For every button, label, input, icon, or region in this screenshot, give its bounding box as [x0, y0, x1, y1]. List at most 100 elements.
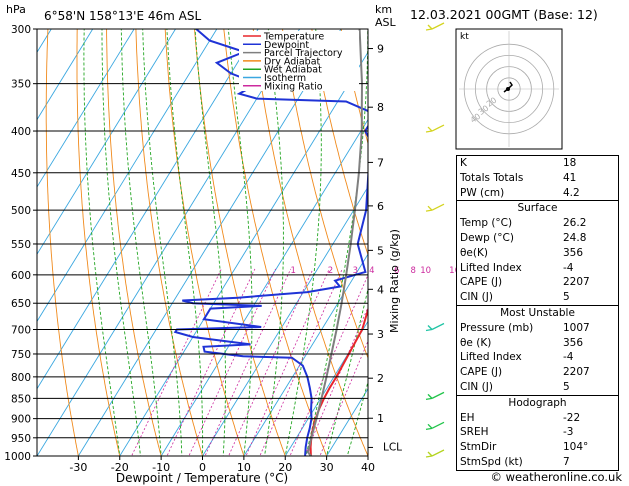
- surface-value: 26.2: [563, 217, 587, 230]
- plot-area: [37, 29, 368, 456]
- adiabats-and-isotherms: [37, 29, 368, 456]
- indices-table: K 18 Totals Totals 41 PW (cm) 4.2 Surface Tem…: [456, 155, 619, 471]
- dry-adiabat-line: [194, 29, 286, 456]
- isotherm-line: [37, 29, 218, 323]
- mixing-ratio-label: 1: [291, 266, 296, 276]
- wind-barb: [425, 203, 445, 212]
- dry-adiabat-line: [311, 29, 368, 256]
- hodograph-box-title: Hodograph: [508, 396, 567, 409]
- wet-adiabat-line: [346, 380, 368, 456]
- dry-adiabat-line: [164, 29, 245, 456]
- x-tick-label: 10: [237, 461, 251, 474]
- hodograph-index-key: StmDir: [460, 441, 497, 454]
- mixing-ratio-label: 10: [420, 266, 431, 276]
- mixing-ratio-label: 16: [449, 266, 460, 276]
- surface-title: Surface: [517, 202, 558, 215]
- most-unstable-row: Pressure (mb) 1007: [457, 321, 618, 336]
- km-tick-label: 8: [377, 101, 384, 114]
- copyright-text: © weatheronline.co.uk: [490, 470, 622, 484]
- pressure-tick-label: 300: [11, 24, 31, 36]
- most-unstable-value: 5: [563, 380, 570, 393]
- isotherm-line: [37, 29, 177, 256]
- mixing-ratio-line: [166, 268, 256, 456]
- wet-adiabat-line: [120, 29, 162, 456]
- wind-barb: [425, 449, 445, 458]
- most-unstable-key: CIN (J): [460, 380, 493, 393]
- most-unstable-key: Pressure (mb): [460, 321, 534, 334]
- index-value: 18: [563, 157, 577, 169]
- datetime-title: 12.03.2021 00GMT (Base: 12): [410, 7, 598, 22]
- legend-label: Isotherm: [264, 73, 306, 84]
- surface-row: θe(K) 356: [457, 246, 618, 261]
- hpa-label: hPa: [6, 3, 26, 16]
- dry-adiabat-line: [282, 29, 368, 360]
- mixing-ratio-line: [245, 268, 330, 456]
- axes: 3003504004505005506006507007508008509009…: [4, 24, 402, 474]
- isotherm-line: [77, 29, 342, 456]
- km-tick-label: 4: [377, 283, 384, 296]
- pressure-tick-label: 750: [11, 349, 31, 361]
- wet-adiabat-line: [166, 29, 204, 456]
- pressure-tick-label: 650: [11, 298, 31, 310]
- wind-barb: [425, 22, 445, 31]
- index-row: K 18: [457, 156, 618, 171]
- hodograph-index-value: 104°: [563, 441, 589, 454]
- most-unstable-row: CIN (J) 5: [457, 380, 618, 395]
- x-tick-label: 0: [199, 461, 206, 474]
- mixing-ratio-line: [204, 268, 292, 456]
- mixing-ratio-line: [319, 340, 368, 456]
- wet-adiabat-line: [142, 29, 183, 456]
- mixing-ratio-line: [131, 268, 222, 456]
- hodograph-index-value: -3: [563, 426, 574, 439]
- surface-key: CAPE (J): [460, 276, 503, 289]
- mixing-ratio-line: [289, 273, 368, 456]
- surface-value: 5: [563, 291, 570, 304]
- most-unstable-value: -4: [563, 351, 574, 364]
- index-value: 41: [563, 171, 577, 184]
- most-unstable-value: 356: [563, 336, 584, 349]
- index-key: K: [460, 157, 467, 169]
- km-tick-label: 7: [377, 156, 384, 169]
- wet-adiabat-line: [83, 29, 121, 456]
- mixing-ratio-line: [228, 268, 314, 456]
- surface-row: Dewp (°C) 24.8: [457, 231, 618, 246]
- surface-key: θe(K): [460, 246, 488, 259]
- isotherm-line: [326, 387, 368, 456]
- surface-row: Temp (°C) 26.2: [457, 216, 618, 231]
- hodograph-index-row: StmSpd (kt) 7: [457, 455, 618, 470]
- pressure-tick-label: 600: [11, 270, 31, 282]
- dry-adiabat-line: [45, 29, 79, 456]
- pressure-tick-label: 850: [11, 393, 31, 405]
- asl-label: ASL: [375, 16, 397, 29]
- x-tick-label: 20: [278, 461, 292, 474]
- wind-barb: [425, 421, 445, 430]
- dry-adiabat-line: [106, 29, 162, 456]
- pressure-tick-label: 500: [11, 205, 31, 217]
- dry-adiabat-line: [76, 29, 121, 456]
- hodograph-storm-motion: [506, 87, 510, 91]
- surface-value: 24.8: [563, 231, 587, 244]
- most-unstable-key: Lifted Index: [460, 351, 522, 364]
- mixing-ratio-axis-label: Mixing Ratio (g/kg): [388, 229, 401, 333]
- dry-adiabat-line: [135, 29, 203, 456]
- hodograph-index-row: StmDir 104°: [457, 440, 618, 455]
- legend-label: Mixing Ratio: [264, 81, 323, 92]
- hodograph-index-row: EH -22: [457, 411, 618, 426]
- legend-label: Dry Adiabat: [264, 56, 321, 67]
- index-key: PW (cm): [460, 186, 505, 199]
- pressure-tick-label: 700: [11, 325, 31, 337]
- wind-barbs: [425, 22, 445, 458]
- isotherm-line: [37, 29, 301, 456]
- km-tick-label: 1: [377, 412, 384, 425]
- index-key: Totals Totals: [460, 171, 524, 184]
- isotherm-line: [202, 186, 368, 456]
- legend-label: Parcel Trajectory: [264, 48, 343, 59]
- index-row: Totals Totals 41: [457, 171, 618, 186]
- surface-value: 2207: [563, 276, 590, 289]
- most-unstable-row: Lifted Index -4: [457, 350, 618, 365]
- surface-value: -4: [563, 261, 574, 274]
- km-label: km: [375, 3, 392, 16]
- isotherm-line: [37, 29, 94, 121]
